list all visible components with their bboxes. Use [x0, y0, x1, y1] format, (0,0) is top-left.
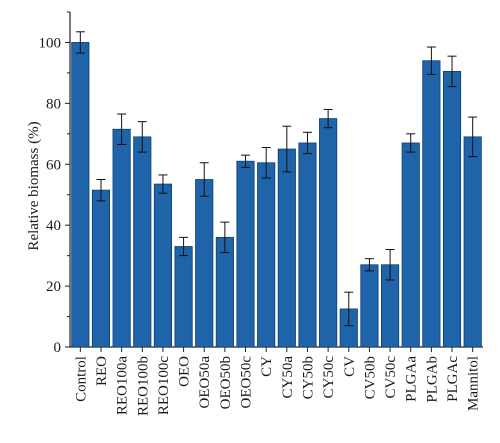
bar-OEO50c [236, 160, 255, 348]
y-axis-title: Relative biomass (%) [26, 121, 42, 250]
bar-PLGAb [422, 60, 441, 348]
y-tick-label: 80 [46, 96, 61, 112]
bar-REO100c [153, 183, 172, 348]
y-tick-labels: 0 20 40 60 80 100 [39, 35, 62, 356]
y-tick-label: 60 [46, 157, 61, 173]
x-tick-label-OEO50c: OEO50c [239, 356, 255, 409]
bar-PLGAa [401, 142, 420, 348]
y-tick-label: 40 [46, 218, 61, 234]
x-tick-label-CY: CY [259, 356, 275, 377]
chart-bars [71, 31, 482, 348]
x-tick-label-REO: REO [94, 356, 110, 386]
x-tick-label-Control: Control [73, 356, 89, 402]
bar-REO100a [112, 128, 131, 348]
y-tick-label: 20 [46, 279, 61, 295]
bar-OEO50b [215, 236, 234, 348]
x-tick-label-CV50c: CV50c [383, 356, 399, 399]
x-tick-label-PLGAa: PLGAa [404, 356, 420, 402]
x-tick-label-OEO50a: OEO50a [197, 356, 213, 409]
bar-CY50c [319, 118, 338, 348]
x-tick-label-PLGAc: PLGAc [445, 356, 461, 402]
bar-REO100b [133, 136, 152, 348]
bar-CY [257, 162, 276, 348]
bar-PLGAc [442, 70, 462, 348]
x-tick-label-REO100a: REO100a [115, 356, 131, 416]
x-tick-label-OEO50b: OEO50b [218, 356, 234, 409]
x-tick-label-REO100b: REO100b [135, 356, 151, 416]
y-tick-label: 100 [39, 35, 62, 51]
x-tick-label-CY50a: CY50a [280, 356, 296, 399]
bar-CY50b [298, 142, 317, 348]
x-tick-label-PLGAb: PLGAb [424, 356, 440, 403]
bar-Control [71, 42, 90, 348]
bar-CY50a [277, 148, 296, 348]
x-tick-labels: Control REO REO100a REO100b REO100c OEO OEO50a… [73, 356, 481, 416]
bar-OEO50a [195, 179, 214, 348]
bar-CV50b [360, 264, 379, 348]
x-tick-label-CV50b: CV50b [362, 356, 378, 399]
bar-Mannitol [463, 136, 482, 348]
bar-REO [91, 189, 111, 348]
x-tick-label-REO100c: REO100c [156, 356, 172, 416]
bar-OEO [174, 246, 193, 348]
x-tick-label-CY50c: CY50c [321, 356, 337, 399]
x-tick-label-CY50b: CY50b [300, 356, 316, 399]
x-tick-label-OEO: OEO [177, 356, 193, 387]
y-tick-label: 0 [54, 340, 62, 356]
x-tick-label-Mannitol: Mannitol [466, 356, 482, 411]
x-tick-label-CV: CV [342, 356, 358, 377]
